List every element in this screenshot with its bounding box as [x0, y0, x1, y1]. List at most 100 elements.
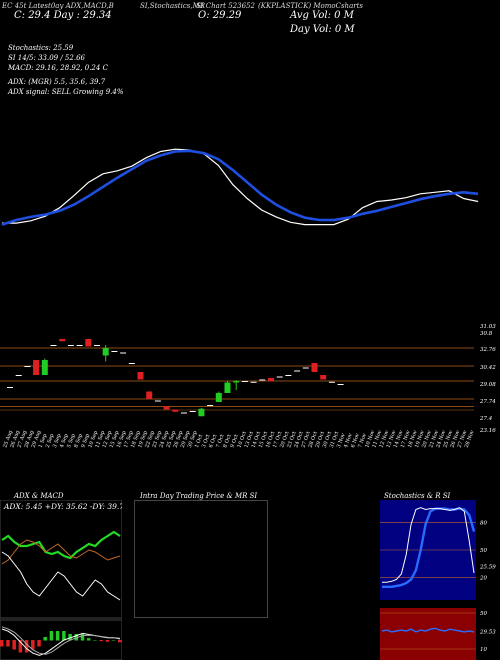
macd-histogram-bar	[0, 640, 4, 647]
date-tick-label: 4 Sep	[59, 433, 70, 449]
date-tick-label: 14 Oct	[251, 431, 262, 449]
stoch-axis-label: 50	[480, 548, 487, 554]
stochastics-rsi-panel: 80 50 20 25.59 50 29.53 10	[380, 500, 496, 660]
macd-histogram-bar	[105, 640, 110, 642]
date-tick-label: 8 Oct	[222, 434, 232, 449]
si-line	[382, 507, 476, 588]
date-tick-label: 12 Nov	[379, 429, 391, 448]
date-tick-label: 9 Sep	[80, 433, 91, 449]
date-tick-label: 25 Sep	[166, 430, 178, 449]
date-tick-label: 13 Nov	[386, 429, 398, 448]
candle-body	[294, 370, 301, 372]
macd-histogram-bar	[68, 634, 72, 641]
macd-histogram-bar	[99, 640, 103, 642]
date-tick-label: 30 Sep	[187, 430, 199, 449]
adx-signal: ADX signal: SELL Growing 9.4%	[8, 88, 124, 96]
stochastics-value: Stochastics: 25.59	[8, 44, 74, 52]
candle-body	[250, 381, 257, 383]
date-tick-label: 7 Nov	[357, 432, 368, 448]
ma-line	[1, 149, 479, 226]
price-axis-label: 23.16	[479, 428, 496, 434]
date-tick-label: 6 Nov	[350, 432, 361, 448]
header-label-4: (KKPLASTICK) MomoCsharts	[258, 2, 363, 10]
mrsi-line	[381, 627, 475, 633]
candle-body	[111, 351, 118, 352]
date-tick-label: 17 Oct	[272, 431, 283, 449]
candle-body	[146, 391, 153, 399]
candle-body	[94, 345, 100, 346]
adx-frame	[0, 500, 122, 619]
date-tick-label: 28 Nov	[464, 429, 476, 448]
date-tick-label: 29 Sep	[180, 430, 192, 449]
candle-body	[41, 360, 48, 375]
adx-macd-panel: ADX: 5.45 +DY: 35.62 -DY: 39.73	[0, 500, 122, 660]
date-tick-label: 15 Oct	[258, 431, 269, 449]
header-label-2: SI,Stochastics,MR	[140, 2, 206, 10]
macd-histogram-bar	[55, 631, 60, 641]
intraday-title: Intra Day Trading Price & MR SI	[140, 492, 258, 500]
macd-histogram-bar	[62, 631, 66, 641]
candle-body	[311, 363, 318, 372]
macd-histogram-bar	[111, 640, 116, 641]
macd-histogram-bar	[12, 640, 16, 650]
day-vol: Day Vol: 0 M	[290, 24, 355, 35]
candle-body	[302, 367, 309, 369]
date-tick-label: 22 Sep	[144, 430, 156, 449]
macd-histogram-bar	[24, 640, 29, 653]
adx-value: ADX: (MGR) 5.5, 35.6, 39.7	[8, 78, 106, 86]
adx-readout: ADX: 5.45 +DY: 35.62 -DY: 39.73	[3, 502, 122, 511]
date-tick-label: 27 Nov	[457, 429, 469, 448]
date-tick-label: 2 Sep	[45, 433, 56, 449]
price-line	[2, 148, 479, 226]
stochastics-line	[382, 507, 475, 583]
candle-body	[215, 393, 222, 402]
date-tick-label: 23 Oct	[286, 431, 297, 449]
candle-body	[85, 339, 92, 347]
date-tick-label: 11 Sep	[95, 430, 107, 449]
candle-body	[24, 366, 31, 367]
date-tick-label: 10 Nov	[364, 429, 376, 448]
date-tick-label: 3 Oct	[201, 434, 211, 449]
date-tick-label: 18 Nov	[407, 429, 419, 448]
macd-histogram-bar	[31, 640, 35, 650]
macd-histogram-bar	[86, 638, 91, 641]
date-tick-label: 1 Oct	[194, 434, 204, 449]
date-tick-label: 28 Oct	[308, 431, 319, 449]
macd-histogram-bar	[118, 640, 122, 643]
date-tick-label: 3 Nov	[336, 432, 347, 448]
date-tick-label: 17 Sep	[123, 430, 135, 449]
candle-body	[233, 381, 240, 383]
stoch-axis-label: 25.59	[479, 564, 496, 570]
candle-body	[320, 375, 327, 380]
stoch-axis-label: 80	[480, 520, 487, 526]
candle-body	[172, 409, 179, 412]
candle-body	[285, 375, 292, 376]
macd-histogram-bar	[43, 637, 47, 641]
macd-histogram-bar	[93, 640, 97, 641]
candle-body	[181, 412, 187, 414]
candle-body	[268, 378, 274, 381]
candle-body	[198, 408, 205, 417]
date-tick-label: 30 Oct	[322, 431, 333, 449]
price-axis-label: 30.8	[480, 331, 493, 337]
date-tick-label: 8 Sep	[73, 433, 84, 449]
date-tick-label: 25 Nov	[442, 429, 454, 448]
date-tick-label: 4 Nov	[343, 432, 354, 448]
date-tick-label: 20 Nov	[421, 429, 433, 448]
date-tick-label: 14 Nov	[393, 429, 405, 448]
candle-body	[259, 379, 266, 381]
date-tick-label: 26 Nov	[450, 429, 462, 448]
date-tick-label: 31 Oct	[329, 431, 340, 449]
candle-body	[328, 381, 335, 383]
price-axis-label: 32.76	[480, 347, 496, 353]
date-tick-label: 26 Sep	[173, 430, 185, 449]
adx-macd-title: ADX & MACD	[14, 492, 64, 500]
stoch-rsi-title: Stochastics & R SI	[384, 492, 451, 500]
candle-body	[59, 339, 66, 342]
date-tick-label: 21 Nov	[428, 429, 440, 448]
date-tick-label: 24 Nov	[435, 429, 447, 448]
date-tick-label: 27 Oct	[300, 431, 311, 449]
open-line: O: 29.29	[198, 10, 242, 21]
close-line: C: 29.4 Day : 29.34	[14, 10, 112, 21]
